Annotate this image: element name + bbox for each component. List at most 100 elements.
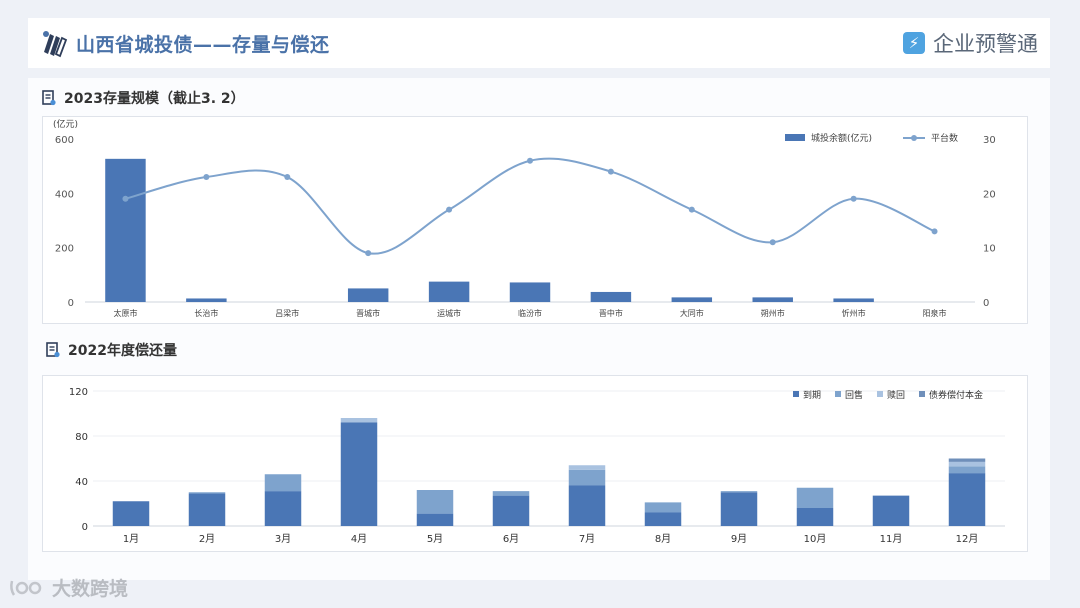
bar-segment [492,495,530,526]
bar-segment [644,512,682,526]
bar-segment [948,473,986,526]
watermark-logo-icon [10,580,42,596]
point-platform-count [931,228,938,235]
legend-label: 到期 [803,389,821,401]
y-tick-label: 400 [55,189,74,200]
y-tick-label: 40 [75,477,88,488]
bar-balance [752,297,793,302]
x-tick-label: 临汾市 [518,308,542,318]
bar-segment [188,493,226,526]
x-tick-label: 1月 [123,533,139,545]
x-tick-label: 运城市 [437,308,461,318]
bar-segment [416,490,454,514]
x-tick-label: 10月 [804,533,827,545]
lightning-icon: ⚡ [903,32,925,54]
legend-swatch [835,391,841,397]
x-tick-label: 12月 [956,533,979,545]
header-bar: 山西省城投债——存量与偿还 ⚡ 企业预警通 [28,18,1050,68]
stock-chart-box: (亿元) 0 200 400 600 0 10 20 30 太原市 长治市 吕梁市 晋城市 运城市 临汾市 晋… [42,116,1028,324]
point-platform-count [365,250,372,257]
document-icon [46,342,60,358]
bar-segment [340,418,378,423]
bar-segment [948,466,986,474]
point-platform-count [688,206,695,213]
bar-segment [492,491,530,496]
bar-segment [112,501,150,526]
bar-balance [833,298,874,302]
legend-swatch [793,391,799,397]
y-tick-label: 200 [55,244,74,255]
point-platform-count [446,206,453,213]
bar-balance [509,282,551,302]
x-tick-label: 2月 [199,533,215,545]
point-platform-count [850,195,857,202]
bar-segment [264,491,302,526]
watermark: 大数跨境 [8,574,128,601]
section-repay-label: 2022年度偿还量 [68,343,177,359]
x-tick-label: 晋城市 [356,308,380,318]
bar-segment [720,492,758,526]
bar-balance [428,281,470,302]
y-tick-label: 0 [82,522,88,533]
x-tick-label: 11月 [880,533,903,545]
point-platform-count [284,174,291,181]
legend-label-line: 平台数 [931,132,958,144]
y2-tick-label: 10 [983,244,996,255]
point-platform-count [607,168,614,175]
legend-swatch-point [911,135,917,141]
x-tick-label: 吕梁市 [275,308,299,318]
bar-balance [671,297,713,302]
x-tick-label: 3月 [275,533,291,545]
bar-segment [568,485,606,526]
x-tick-label: 7月 [579,533,595,545]
bar-segment [568,469,606,486]
point-platform-count [769,239,776,246]
bar-segment [644,502,682,513]
page-title: 山西省城投债——存量与偿还 [76,34,330,56]
legend-swatch [877,391,883,397]
bar-segment [264,474,302,492]
bar-segment [188,492,226,494]
bar-segment [948,458,986,462]
section-repay-title: 2022年度偿还量 [46,340,177,360]
repay-chart: 0 40 80 120 1月 2月 3月 4月 5月 6月 7月 8月 9月 10月 11月 12月 到期 回售 赎… [69,387,1005,545]
legend-label: 债券偿付本金 [929,389,983,401]
document-icon [42,90,56,106]
point-platform-count [203,174,210,181]
bar-segment [340,422,378,526]
legend-label: 赎回 [887,389,905,401]
y-tick-label: 120 [69,387,88,398]
brand-logo: ⚡ 企业预警通 [903,28,1038,58]
y-tick-label: 0 [68,298,74,309]
bar-segment [796,487,834,508]
y-axis-unit: (亿元) [53,118,78,130]
point-platform-count [122,195,129,202]
bar-segment [872,495,910,526]
bar-segment [416,513,454,526]
stock-chart: (亿元) 0 200 400 600 0 10 20 30 太原市 长治市 吕梁市 晋城市 运城市 临汾市 晋… [53,118,996,318]
y2-tick-label: 30 [983,135,996,146]
y-tick-label: 600 [55,135,74,146]
repay-chart-box: 0 40 80 120 1月 2月 3月 4月 5月 6月 7月 8月 9月 10月 11月 12月 到期 回售 赎… [42,375,1028,552]
line-platform-count [125,157,935,255]
bar-segment [796,508,834,526]
x-tick-label: 6月 [503,533,519,545]
section-stock-label: 2023存量规模（截止3. 2） [64,91,245,107]
bar-segment [948,461,986,467]
bar-balance [590,291,632,302]
x-tick-label: 8月 [655,533,671,545]
bar-balance [186,298,227,302]
city-bonds-logo-icon [43,31,68,58]
x-tick-label: 4月 [351,533,367,545]
y-tick-label: 80 [75,432,88,443]
bar-segment [568,465,606,470]
bar-balance [347,288,389,302]
watermark-text: 大数跨境 [52,578,129,600]
x-tick-label: 朔州市 [761,308,785,318]
legend-swatch [919,391,925,397]
x-tick-label: 晋中市 [599,308,623,318]
x-tick-label: 大同市 [680,308,704,318]
section-stock-title: 2023存量规模（截止3. 2） [42,88,245,108]
x-tick-label: 太原市 [113,308,137,318]
point-platform-count [527,157,533,164]
